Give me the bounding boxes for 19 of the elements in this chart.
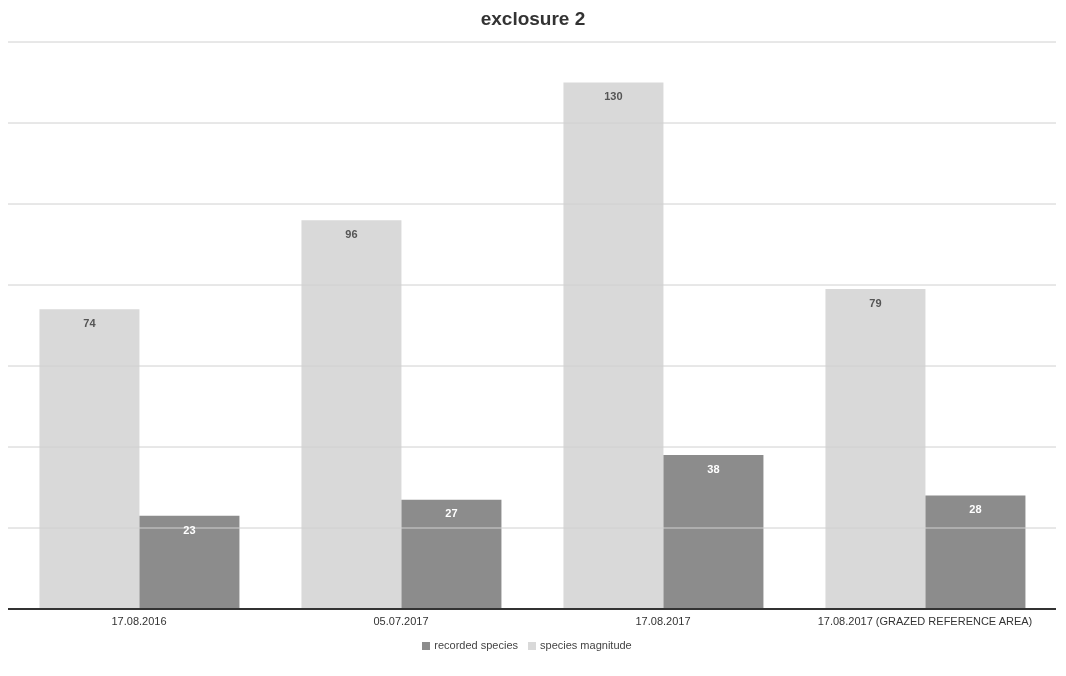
bar xyxy=(139,515,240,609)
x-tick-label: 17.08.2017 (GRAZED REFERENCE AREA) xyxy=(817,614,1033,627)
bar xyxy=(925,495,1026,609)
x-tick-label: 17.08.2017 xyxy=(635,614,691,627)
legend-label: species magnitude xyxy=(540,639,632,651)
x-tick-label: 05.07.2017 xyxy=(373,614,429,627)
data-label: 96 xyxy=(345,228,358,241)
data-label: 28 xyxy=(969,503,982,516)
data-label: 23 xyxy=(183,523,196,536)
data-label: 27 xyxy=(445,507,458,520)
data-label: 130 xyxy=(604,90,623,103)
data-label: 74 xyxy=(83,317,97,330)
x-tick-label: 17.08.2016 xyxy=(111,614,167,627)
data-label: 79 xyxy=(869,296,882,309)
legend-label: recorded species xyxy=(434,639,519,651)
bar xyxy=(663,455,764,609)
chart-title: exclosure 2 xyxy=(479,8,587,30)
bar xyxy=(401,499,502,609)
data-label: 38 xyxy=(707,462,720,475)
